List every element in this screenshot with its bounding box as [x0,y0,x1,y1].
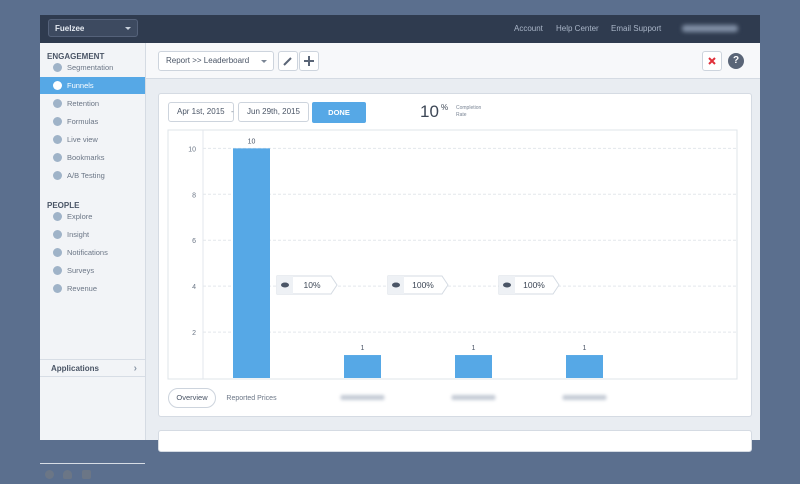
app-selector[interactable]: Fuelzee [48,19,138,37]
item-icon [53,63,62,72]
completion-unit: % [441,103,449,112]
plus-icon [304,56,314,66]
item-icon [53,248,62,257]
item-icon [53,171,62,180]
sidebar-item[interactable]: Segmentation [40,59,145,76]
item-label: Retention [67,99,100,108]
item-label: Explore [67,212,93,221]
item-label: Funnels [67,81,94,90]
item-label: A/B Testing [67,171,105,180]
item-label: Segmentation [67,63,114,72]
sidebar-item[interactable]: Revenue [40,280,145,297]
pencil-icon [283,57,292,66]
sidebar-footer [40,463,145,484]
settings-icon[interactable] [45,470,54,479]
item-label: Surveys [67,266,95,275]
item-label: Live view [67,135,98,144]
edit-button[interactable] [278,51,298,71]
nav-link[interactable]: Email Support [611,24,662,33]
content: Report >> Leaderboard ? Apr 1st, 2015 - … [146,43,760,452]
sidebar-item[interactable]: Notifications [40,244,145,261]
item-label: Notifications [67,248,108,257]
toolbar: Report >> Leaderboard ? [146,43,760,79]
item-label: Formulas [67,117,99,126]
store-icon[interactable] [82,470,91,479]
item-icon [53,284,62,293]
sidebar-item[interactable]: Retention [40,95,145,112]
item-icon [53,99,62,108]
item-icon [53,135,62,144]
item-icon [53,117,62,126]
item-icon [53,81,62,90]
top-bar: Fuelzee Account Help Center Email Suppor… [40,15,760,43]
item-icon [53,266,62,275]
completion-caption: Rate [456,112,467,118]
date-separator: - [231,107,234,116]
completion-value: 10 [420,102,439,121]
sidebar-item[interactable]: A/B Testing [40,167,145,184]
close-icon [708,57,716,65]
item-icon [53,212,62,221]
help-button[interactable]: ? [728,53,744,69]
nav-link[interactable]: Help Center [556,24,599,33]
sidebar-item[interactable]: Explore [40,208,145,225]
end-date[interactable]: Jun 29th, 2015 [238,102,309,122]
nav-link[interactable]: Account [514,24,543,33]
sidebar-item[interactable]: Insight [40,226,145,243]
overview-button[interactable]: Overview [168,388,216,408]
sidebar-item[interactable]: Funnels [40,77,145,94]
user-menu[interactable] [682,25,738,32]
applications-menu[interactable]: Applications [40,359,145,378]
sidebar-item[interactable]: Live view [40,131,145,148]
item-label: Revenue [67,284,98,293]
item-label: Insight [67,230,90,239]
done-button[interactable]: DONE [312,102,366,123]
close-button[interactable] [702,51,722,71]
sidebar-item[interactable]: Surveys [40,262,145,279]
add-button[interactable] [299,51,319,71]
report-selector[interactable]: Report >> Leaderboard [158,51,274,71]
sidebar: Applications ENGAGEMENT Segmentation Funne… [40,43,146,479]
funnel-card: Apr 1st, 2015 - Jun 29th, 2015 DONE 10 %… [158,93,752,417]
start-date[interactable]: Apr 1st, 2015 [168,102,234,122]
sidebar-item[interactable]: Bookmarks [40,149,145,166]
user-icon[interactable] [63,470,72,479]
sidebar-item[interactable]: Formulas [40,113,145,130]
page: {"top_bar": {"app_selector": "Fuelzee", … [0,0,800,440]
sidebar-heading: PEOPLE [47,201,80,210]
item-label: Bookmarks [67,153,105,162]
sidebar-heading: ENGAGEMENT [47,52,105,61]
item-icon [53,153,62,162]
item-icon [53,230,62,239]
completion-caption: Completion [456,105,482,111]
next-card [158,430,752,452]
